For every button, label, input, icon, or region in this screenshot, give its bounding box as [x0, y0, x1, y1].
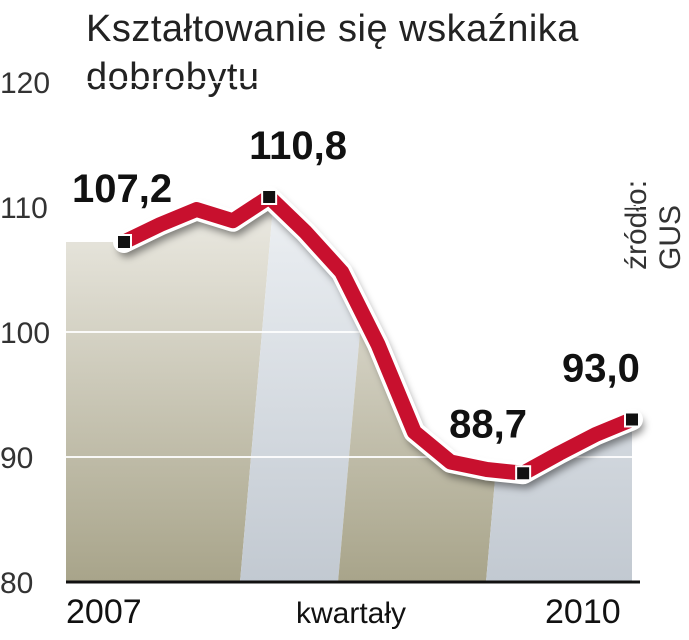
x-axis-labels: 2007 kwartały 2010	[66, 593, 621, 631]
chart-title-line-1: Kształtowanie się wskaźnika	[86, 8, 579, 50]
chart-title-line-2: dobrobytu	[86, 56, 260, 98]
y-tick-label: 120	[0, 67, 50, 100]
y-axis-ticks: 80 90 100 110 120	[0, 67, 50, 600]
data-markers	[116, 189, 640, 482]
x-axis-title: kwartały	[296, 597, 406, 630]
data-label: 110,8	[249, 124, 347, 168]
data-label: 93,0	[562, 347, 640, 391]
data-marker	[515, 465, 532, 482]
y-tick-label: 110	[0, 192, 48, 225]
x-label-end: 2010	[545, 593, 621, 631]
data-marker	[624, 411, 640, 428]
data-labels: 107,2 110,8 88,7 93,0	[72, 124, 640, 446]
data-marker	[261, 189, 278, 205]
y-tick-label: 80	[0, 567, 33, 600]
y-tick-label: 90	[0, 442, 33, 475]
y-tick-label: 100	[0, 317, 50, 350]
series-line	[113, 186, 644, 489]
x-label-start: 2007	[66, 593, 142, 631]
data-marker	[116, 234, 132, 250]
series-line-path	[116, 189, 640, 481]
data-label: 88,7	[449, 402, 527, 446]
data-label: 107,2	[72, 167, 172, 211]
